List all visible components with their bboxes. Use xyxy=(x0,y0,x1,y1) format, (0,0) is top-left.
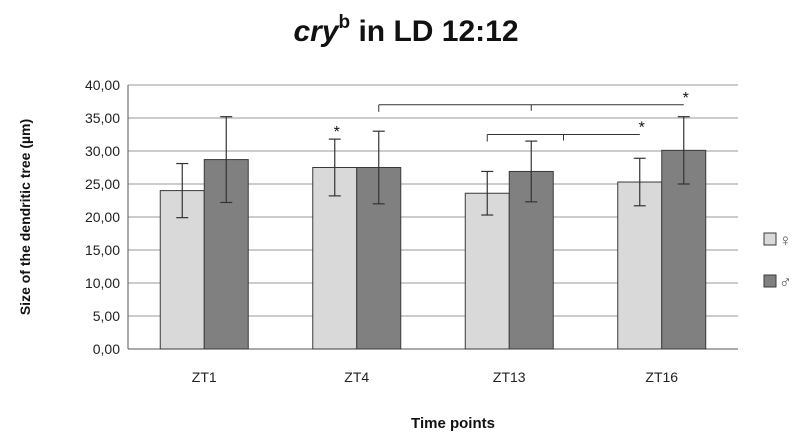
x-tick-label: ZT16 xyxy=(645,369,678,385)
bar xyxy=(203,159,249,350)
y-tick-label: 25,00 xyxy=(85,176,120,192)
y-tick-label: 10,00 xyxy=(85,275,120,291)
significance-star: * xyxy=(639,120,645,137)
x-tick-label: ZT4 xyxy=(344,369,369,385)
x-tick-label: ZT13 xyxy=(493,369,526,385)
legend-label: ♂ xyxy=(779,273,792,292)
bar xyxy=(159,190,205,350)
legend-swatch xyxy=(763,232,777,246)
chart-title: cryb in LD 12:12 xyxy=(0,12,812,49)
y-tick-label: 35,00 xyxy=(85,110,120,126)
significance-star: * xyxy=(334,124,340,141)
title-rest: in LD 12:12 xyxy=(350,15,519,48)
y-tick-label: 15,00 xyxy=(85,242,120,258)
x-tick-label: ZT1 xyxy=(192,369,217,385)
x-axis-title: Time points xyxy=(411,415,495,432)
y-tick-label: 30,00 xyxy=(85,143,120,159)
bar xyxy=(312,167,358,350)
legend-label: ♀ xyxy=(779,231,792,250)
y-axis-title: Size of the dendritic tree (µm) xyxy=(17,119,33,315)
bar xyxy=(464,192,510,350)
title-italic: cry xyxy=(293,15,339,48)
significance-star: * xyxy=(683,90,689,107)
y-tick-label: 5,00 xyxy=(93,308,120,324)
y-tick-label: 20,00 xyxy=(85,209,120,225)
title-superscript: b xyxy=(338,12,351,33)
y-tick-label: 0,00 xyxy=(93,341,120,357)
bar xyxy=(617,181,663,350)
legend-swatch xyxy=(763,274,777,288)
y-tick-label: 40,00 xyxy=(85,77,120,93)
